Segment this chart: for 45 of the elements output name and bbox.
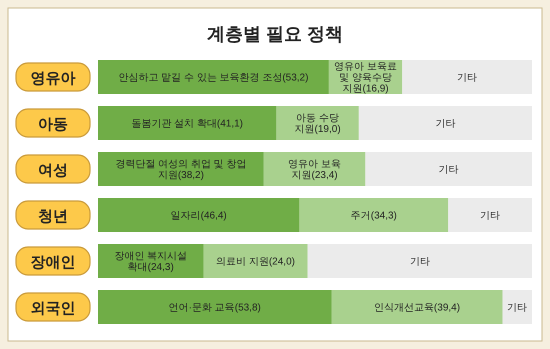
category-label: 외국인: [15, 292, 91, 322]
bar: [299, 198, 448, 232]
data-label: 영유아 보육 지원(23,4): [288, 159, 341, 181]
data-label: 기타: [438, 164, 459, 176]
y-tick-label: 아동: [38, 116, 68, 133]
y-tick-label: 여성: [38, 162, 68, 179]
data-label: 아동 수당 지원(19,0): [294, 113, 341, 135]
bar: [98, 290, 332, 324]
bar: [203, 244, 308, 278]
y-tick-label: 청년: [38, 208, 68, 225]
data-label: 영유아 보육료 및 양육수당 지원(16,9): [334, 62, 397, 94]
data-label: 기타: [457, 72, 478, 84]
data-label: 기타: [480, 210, 500, 222]
data-label: 안심하고 맡길 수 있는 보육환경 조성(53,2): [118, 72, 308, 84]
bar: [98, 106, 276, 140]
y-tick-label: 영유아: [30, 70, 76, 87]
data-label: 의료비 지원(24,0): [216, 256, 295, 268]
bar: [98, 198, 300, 232]
data-label: 주거(34,3): [350, 210, 397, 222]
category-label: 여성: [15, 154, 91, 184]
category-label: 영유아: [15, 62, 91, 92]
y-tick-label: 외국인: [30, 300, 76, 317]
data-label: 기타: [435, 118, 456, 130]
bar: [448, 198, 532, 232]
bar: [502, 290, 532, 324]
data-label: 기타: [507, 302, 528, 314]
bar: [331, 290, 502, 324]
data-label: 장애인 복지시설 확대(24,3): [114, 251, 188, 273]
category-label: 아동: [15, 108, 91, 138]
bar: [98, 60, 329, 94]
bar: [308, 244, 532, 278]
data-label: 인식개선교육(39,4): [374, 302, 460, 314]
data-label: 경력단절 여성의 취업 및 창업 지원(38,2): [115, 159, 246, 181]
bar: [358, 106, 532, 140]
y-tick-label: 장애인: [30, 254, 76, 271]
data-label: 일자리(46,4): [170, 210, 227, 222]
category-label: 청년: [15, 200, 91, 230]
data-label: 기타: [410, 256, 430, 268]
bar: [365, 152, 532, 186]
category-label: 장애인: [15, 246, 91, 276]
chart-title: 계층별 필요 정책: [206, 24, 344, 44]
data-label: 돌봄기관 설치 확대(41,1): [131, 118, 244, 130]
bar: [402, 60, 532, 94]
bar: [264, 152, 366, 186]
data-label: 언어·문화 교육(53,8): [168, 302, 261, 314]
